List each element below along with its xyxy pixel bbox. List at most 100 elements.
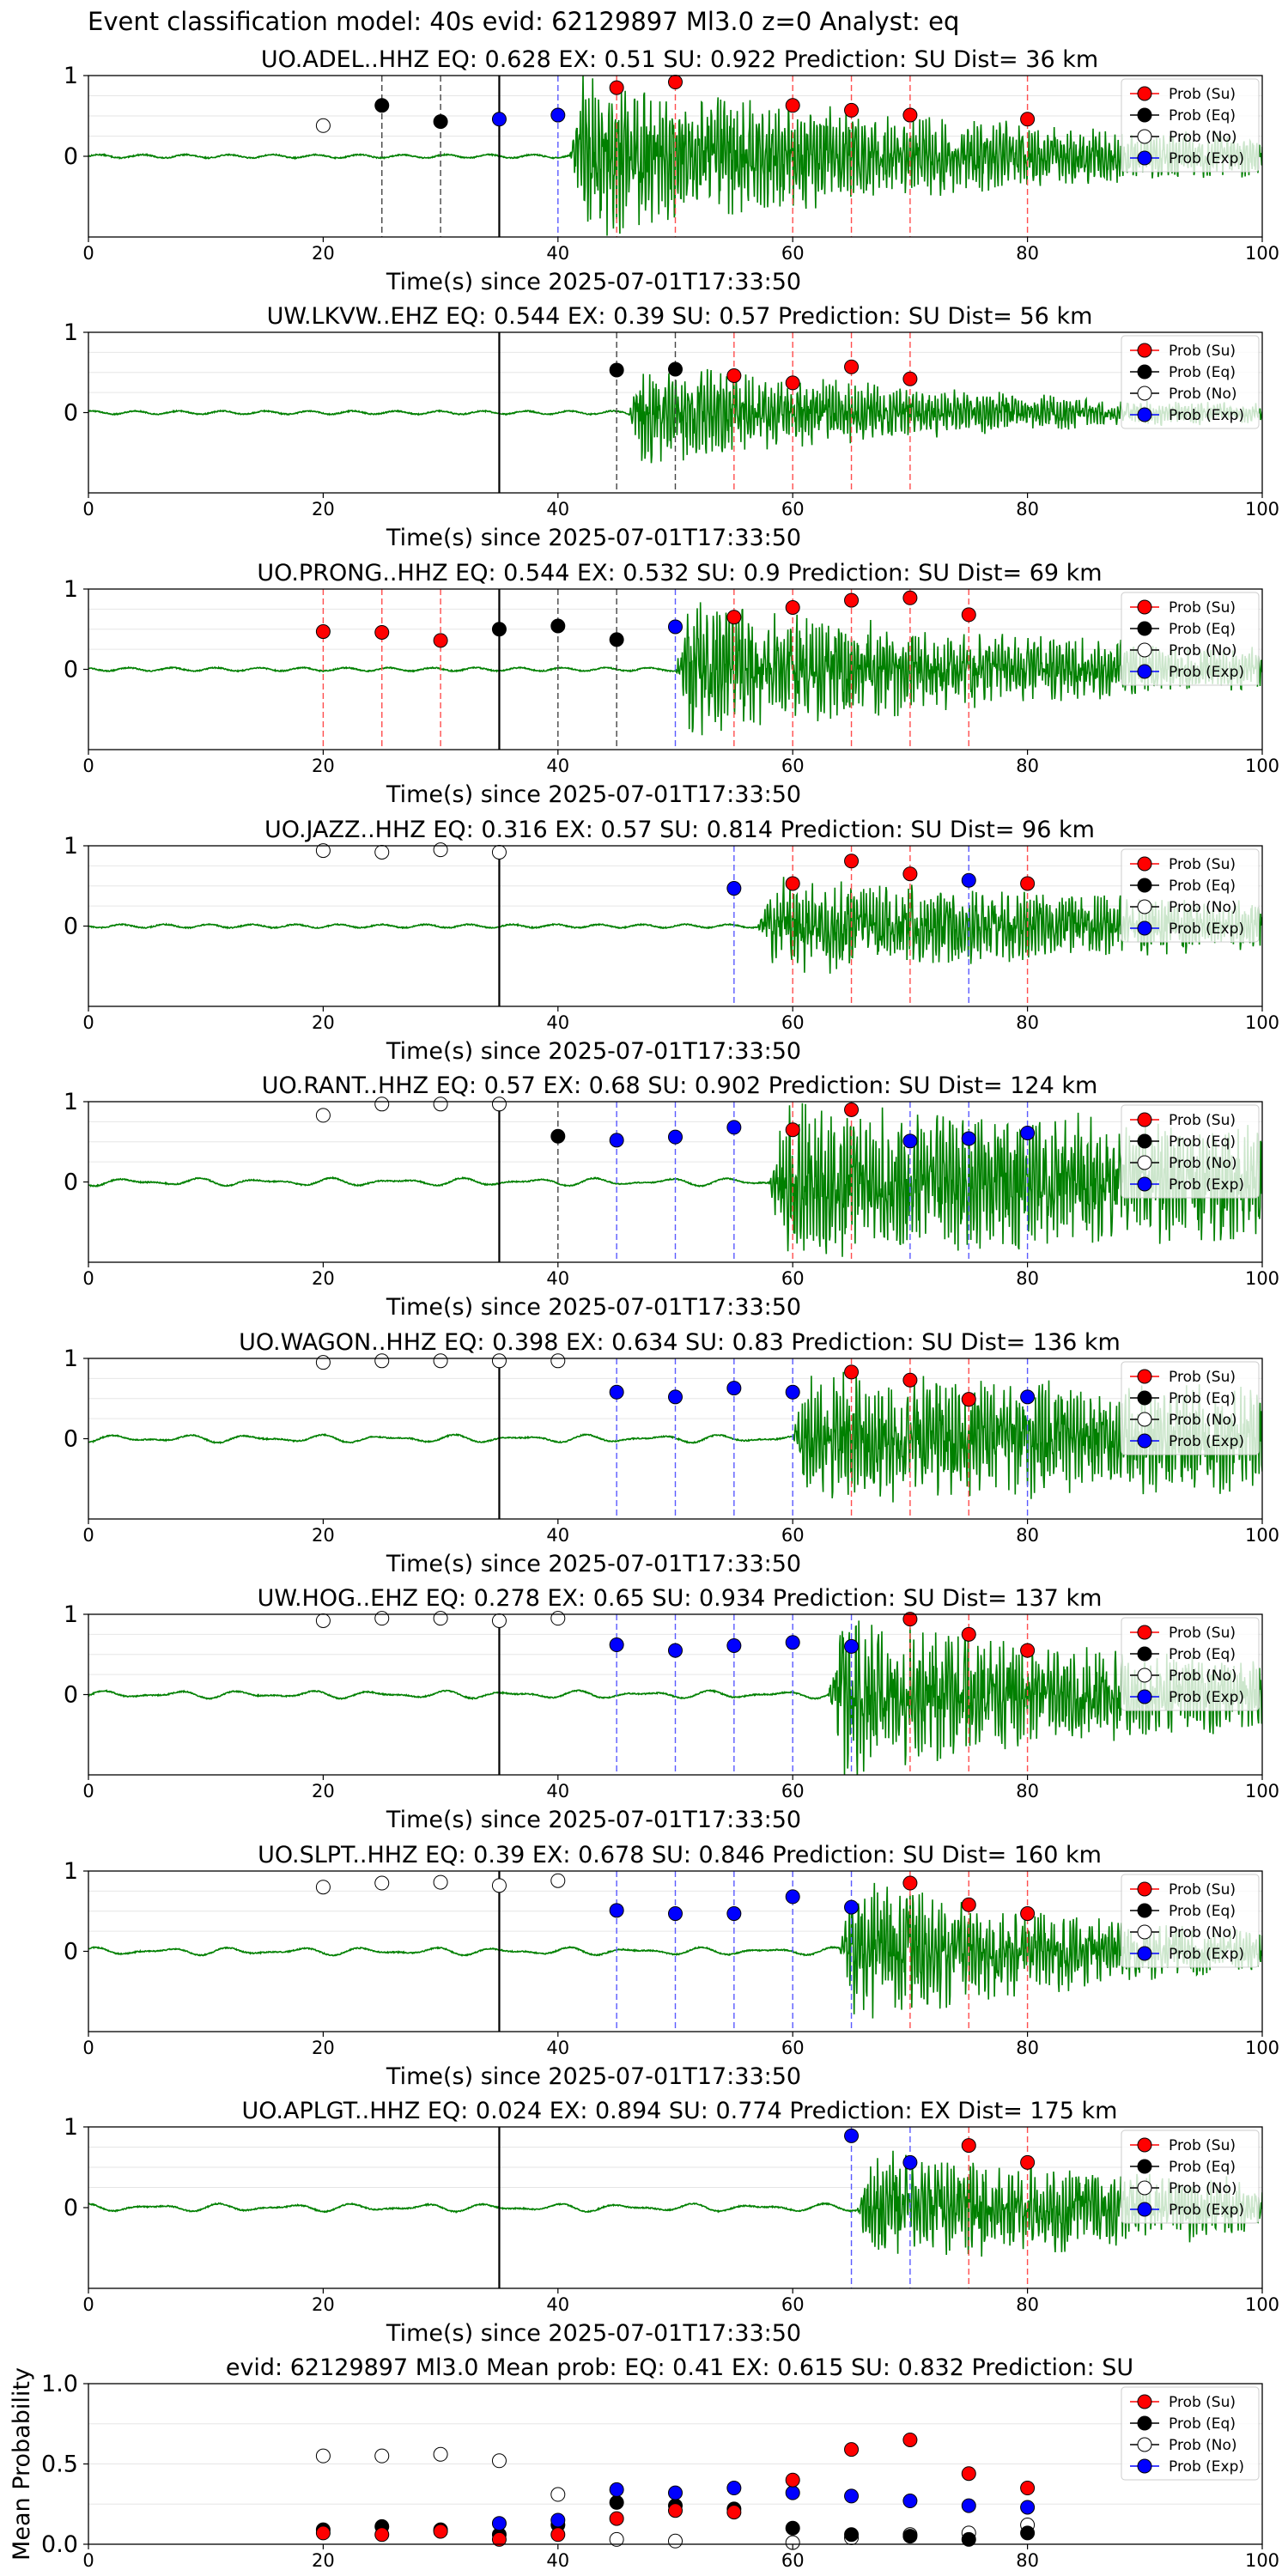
x-tick-label: 60 [781, 1268, 805, 1289]
seismic-trace [88, 602, 1262, 736]
prob-point-su [844, 592, 860, 608]
prob-point-no [374, 844, 390, 860]
prob-point-no [374, 1353, 390, 1369]
prob-point-no [374, 1097, 390, 1112]
y-tick-label: 0 [64, 2195, 78, 2221]
legend-label: Prob (Eq) [1169, 1390, 1236, 1407]
legend-marker-su [1137, 2137, 1152, 2153]
prob-point-no [491, 1353, 507, 1369]
seismic-trace [88, 877, 1262, 974]
prob-point-eq [433, 114, 448, 130]
prob-point-exp [844, 2488, 860, 2504]
y-tick-label: 0 [64, 1170, 78, 1196]
prob-point-su [844, 1102, 860, 1117]
x-tick-label: 0 [82, 1781, 94, 1801]
legend-label: Prob (Exp) [1169, 407, 1244, 424]
prob-point-su [902, 1372, 918, 1388]
prob-point-eq [961, 2531, 976, 2547]
x-tick-label: 40 [546, 756, 569, 776]
y-tick-label: 0.0 [41, 2531, 78, 2558]
x-tick-label: 60 [781, 1781, 805, 1801]
legend-label: Prob (Exp) [1169, 2458, 1244, 2476]
legend-marker-su [1137, 1881, 1152, 1897]
prob-point-su [902, 2432, 918, 2447]
prob-point-eq [1020, 2525, 1036, 2541]
prob-point-exp [785, 2485, 800, 2500]
panel-title: evid: 62129897 Ml3.0 Mean prob: EQ: 0.41… [226, 2354, 1133, 2381]
legend-label: Prob (Su) [1169, 2137, 1236, 2154]
prob-point-su [550, 2527, 566, 2543]
prob-point-exp [902, 2154, 918, 2170]
legend-label: Prob (Eq) [1169, 107, 1236, 125]
x-tick-label: 80 [1016, 2294, 1039, 2315]
y-tick-label: 1 [64, 2114, 78, 2141]
x-tick-label: 40 [546, 1268, 569, 1289]
prob-point-su [433, 2524, 448, 2539]
legend-label: Prob (Eq) [1169, 2415, 1236, 2433]
prob-point-eq [609, 632, 624, 647]
prob-point-exp [668, 2485, 683, 2500]
prob-point-su [961, 607, 976, 623]
prob-point-exp [844, 2128, 860, 2143]
prob-point-no [491, 844, 507, 860]
prob-point-no [491, 1613, 507, 1628]
prob-point-exp [609, 2482, 624, 2497]
y-tick-label: 1 [64, 1601, 78, 1628]
prob-point-exp [1020, 2500, 1036, 2515]
legend-label: Prob (Su) [1169, 1369, 1236, 1386]
legend-label: Prob (Eq) [1169, 1133, 1236, 1151]
legend-label: Prob (Su) [1169, 1112, 1236, 1129]
prob-point-no [550, 1873, 566, 1888]
legend-marker-eq [1137, 1133, 1152, 1149]
legend-label: Prob (No) [1169, 129, 1237, 146]
prob-point-su [491, 2531, 507, 2547]
prob-point-exp [726, 2481, 742, 2496]
x-tick-label: 0 [82, 2038, 94, 2058]
legend-box [1121, 2129, 1260, 2224]
prob-point-no [433, 1353, 448, 1369]
prob-point-no [550, 2487, 566, 2502]
prob-point-su [844, 854, 860, 869]
prob-point-exp [609, 1133, 624, 1148]
legend-label: Prob (Eq) [1169, 1903, 1236, 1920]
x-tick-label: 80 [1016, 756, 1039, 776]
x-tick-label: 0 [82, 2294, 94, 2315]
prob-point-exp [609, 1384, 624, 1400]
prob-point-exp [726, 1381, 742, 1396]
prob-point-su [785, 1122, 800, 1138]
x-tick-label: 80 [1016, 2038, 1039, 2058]
y-tick-label: 0 [64, 657, 78, 683]
prob-point-exp [726, 1637, 742, 1653]
prob-point-su [785, 876, 800, 891]
legend-marker-exp [1137, 407, 1152, 422]
prob-point-eq [844, 2527, 860, 2543]
legend-marker-eq [1137, 621, 1152, 636]
x-tick-label: 100 [1245, 2550, 1279, 2571]
legend-marker-no [1137, 2437, 1152, 2452]
y-tick-label: 0 [64, 1939, 78, 1965]
prob-point-no [315, 118, 331, 133]
prob-point-no [433, 1874, 448, 1890]
x-tick-label: 60 [781, 243, 805, 264]
prob-point-su [902, 107, 918, 123]
x-tick-label: 60 [781, 1525, 805, 1546]
x-tick-label: 60 [781, 2294, 805, 2315]
panel-slpt: 0 20 40 60 80 100 0 1 UO.SLPT..HHZ EQ: 0.39 EX: … [64, 1842, 1279, 2090]
legend-marker-eq [1137, 107, 1152, 123]
legend-label: Prob (Eq) [1169, 1646, 1236, 1663]
x-tick-label: 20 [312, 756, 335, 776]
x-tick-label: 80 [1016, 499, 1039, 519]
legend-label: Prob (Exp) [1169, 1689, 1244, 1706]
legend-marker-exp [1137, 1433, 1152, 1449]
legend-label: Prob (No) [1169, 899, 1237, 916]
legend-marker-no [1137, 1668, 1152, 1683]
prob-point-su [315, 624, 331, 640]
prob-point-exp [609, 1903, 624, 1918]
x-tick-label: 0 [82, 756, 94, 776]
x-axis-label: Time(s) since 2025-07-01T17:33:50 [386, 2320, 801, 2347]
prob-point-su [1020, 1643, 1036, 1658]
x-tick-label: 100 [1245, 1525, 1279, 1546]
legend-marker-eq [1137, 1390, 1152, 1406]
legend-marker-exp [1137, 1946, 1152, 1961]
prob-point-exp [785, 1889, 800, 1905]
